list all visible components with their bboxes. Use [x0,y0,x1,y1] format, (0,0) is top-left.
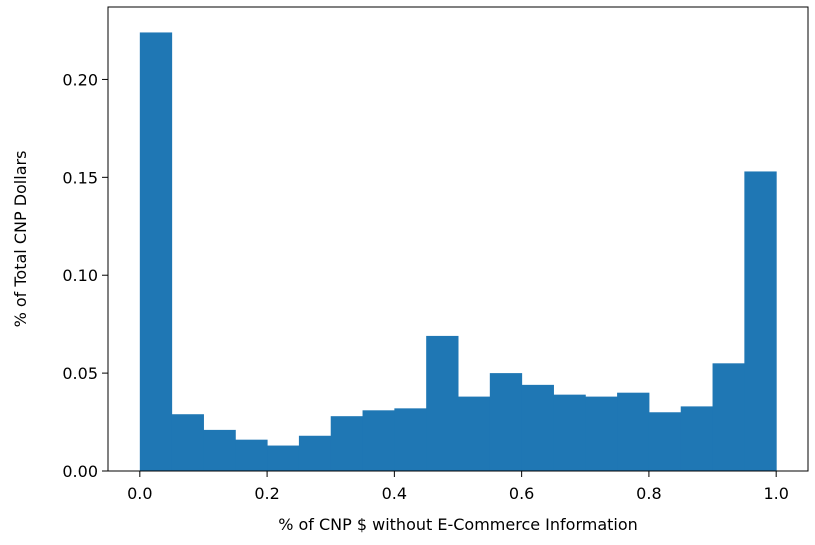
histogram-bar [171,414,204,471]
x-tick-label: 0.6 [509,484,534,503]
histogram-bar [553,394,586,471]
x-tick-label: 0.8 [636,484,661,503]
histogram-bar [203,429,236,471]
y-axis: 0.00 0.05 0.10 0.15 0.20 [62,70,108,481]
x-tick-label: 0.4 [382,484,407,503]
x-tick-label: 0.2 [254,484,279,503]
histogram-bar [362,410,395,471]
histogram-bar [458,396,491,471]
y-tick-label: 0.15 [62,168,98,187]
histogram-bar [489,373,523,471]
histogram-bar [680,406,714,471]
histogram-bar [585,396,618,471]
histogram-bar [394,408,427,471]
histogram-bar [744,171,777,472]
x-tick-label: 1.0 [763,484,788,503]
histogram-bar [617,392,650,471]
histogram-bar [712,363,745,471]
y-tick-label: 0.10 [62,266,98,285]
y-tick-label: 0.05 [62,364,98,383]
x-tick-label: 0.0 [127,484,152,503]
histogram-bar [267,445,300,471]
bars-group [139,32,777,472]
x-axis-label: % of CNP $ without E-Commerce Informatio… [278,515,638,534]
plot-frame [107,6,809,472]
y-tick-label: 0.00 [62,462,98,481]
histogram-bar [298,435,332,471]
histogram-bar [521,384,554,471]
histogram-bar [330,416,364,471]
histogram-bar [139,32,173,471]
histogram-bar [648,412,682,471]
histogram-bar [235,439,268,471]
x-axis: 0.0 0.2 0.4 0.6 0.8 1.0 [127,471,789,503]
y-axis-label: % of Total CNP Dollars [11,151,30,328]
histogram-bar [426,335,459,471]
y-tick-label: 0.20 [62,70,98,89]
